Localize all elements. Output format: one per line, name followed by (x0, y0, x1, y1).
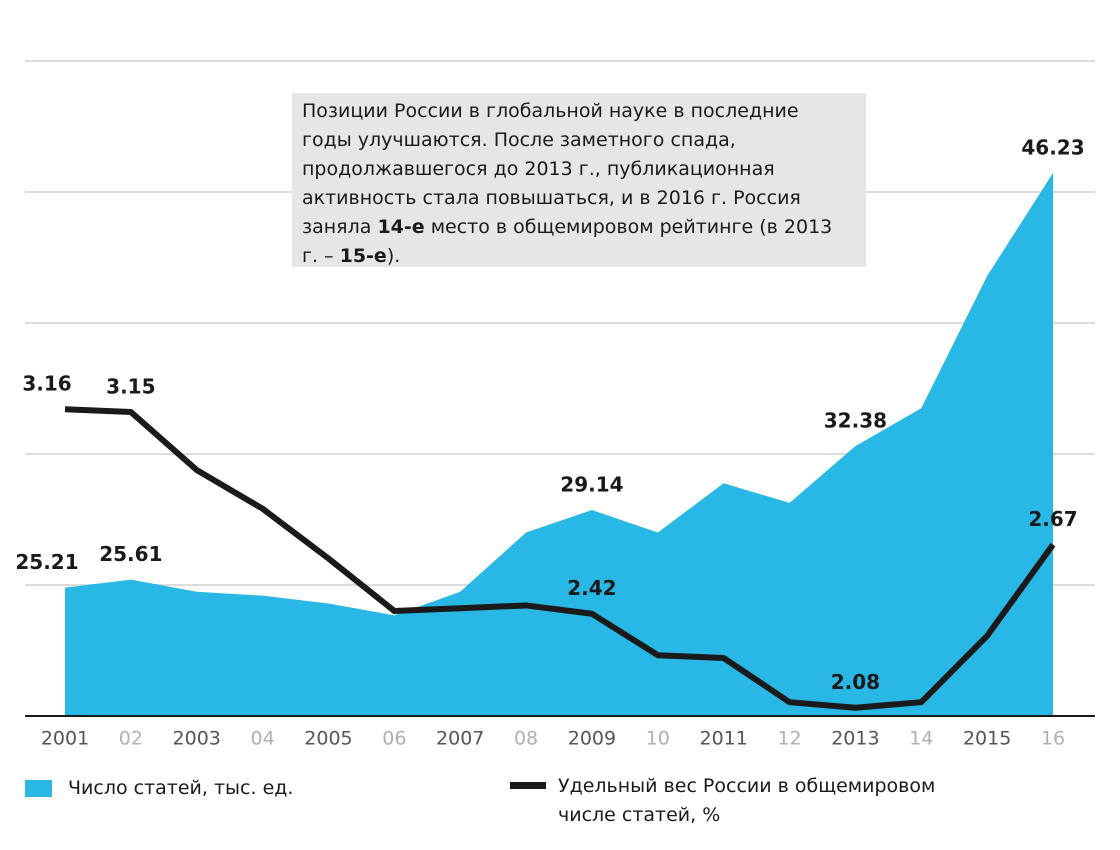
data-label: 25.61 (99, 542, 162, 566)
x-tick-label: 02 (119, 728, 143, 750)
x-tick-label: 06 (382, 728, 406, 750)
x-tick-label: 2009 (568, 728, 616, 750)
legend-label: Число статей, тыс. ед. (68, 777, 294, 799)
x-tick-label: 2005 (304, 728, 352, 750)
annotation-text: 15-е (339, 245, 387, 267)
data-label: 2.42 (567, 576, 616, 600)
x-tick-label: 2001 (41, 728, 89, 750)
annotation-text: место в общемировом рейтинге (в 2013 г. … (302, 216, 833, 267)
x-tick-label: 2015 (963, 728, 1011, 750)
data-label: 32.38 (824, 409, 887, 433)
annotation-text: Позиции России в глобальной науке в посл… (302, 100, 801, 238)
x-tick-label: 10 (646, 728, 670, 750)
data-label: 3.15 (106, 374, 155, 398)
x-tick-label: 04 (251, 728, 275, 750)
data-label: 46.23 (1021, 135, 1084, 159)
data-label: 29.14 (560, 473, 623, 497)
legend-label: Удельный вес России в общемировом числе … (558, 775, 936, 826)
x-tick-label: 2003 (173, 728, 221, 750)
x-tick-label: 08 (514, 728, 538, 750)
data-label: 3.16 (22, 372, 71, 396)
data-label: 2.67 (1028, 507, 1077, 531)
area (65, 172, 1053, 717)
annotation: Позиции России в глобальной науке в посл… (292, 93, 866, 267)
x-tick-label: 2011 (699, 728, 747, 750)
legend-swatch (25, 780, 52, 797)
data-label: 2.08 (831, 670, 880, 694)
x-tick-label: 2013 (831, 728, 879, 750)
line (64, 406, 1056, 711)
legend-swatch (510, 782, 546, 789)
data-label: 25.21 (15, 550, 78, 574)
x-tick-label: 2007 (436, 728, 484, 750)
x-tick-label: 16 (1041, 728, 1065, 750)
x-tick-label: 14 (909, 728, 933, 750)
annotation-text: ). (386, 245, 401, 267)
x-tick-label: 12 (777, 728, 801, 750)
annotation-text: 14-е (377, 216, 425, 238)
